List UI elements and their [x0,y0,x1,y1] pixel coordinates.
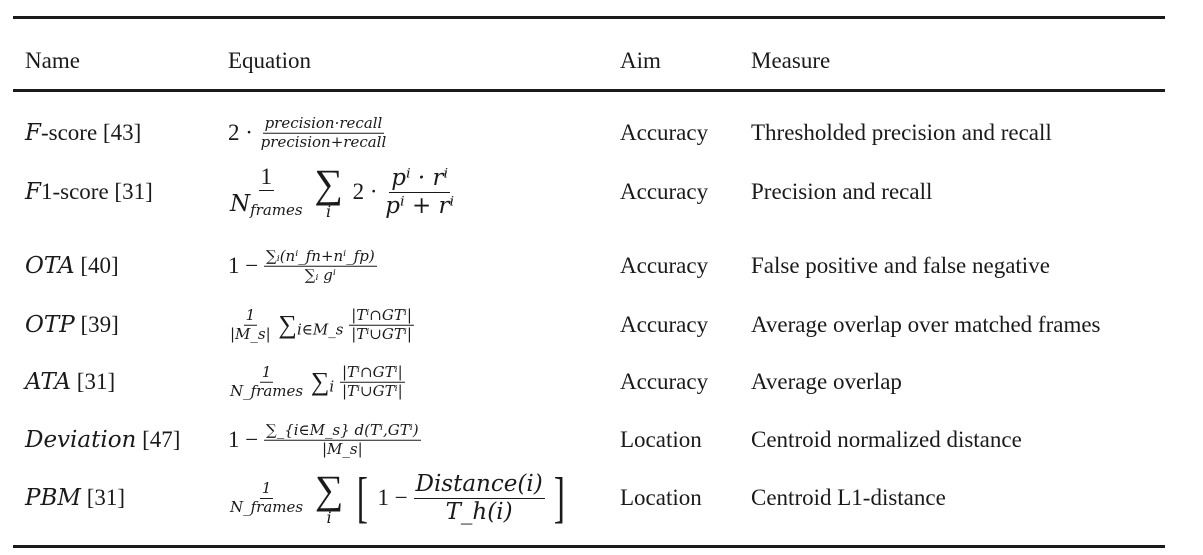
row-equation: 1 − ∑ᵢ(nⁱ_fn+nⁱ_fp) ∑ᵢ gⁱ [228,246,377,284]
row-measure: False positive and false negative [751,253,1050,278]
row-aim: Accuracy [620,369,709,394]
row-equation: 1 N_frames ∑ i [ 1 − Distance(i) T_h(i) ] [230,467,566,529]
header-measure: Measure [751,48,831,73]
row-equation: 1 N_frames ∑i |Tⁱ∩GTⁱ| |Tⁱ∪GTⁱ| [230,362,405,400]
header-name: Name [25,48,80,73]
row-measure: Average overlap over matched frames [751,312,1101,337]
row-name: F1-score [31] [25,179,153,205]
row-equation: 1 − ∑_{i∈M_s} d(Tⁱ,GTⁱ) |M_s| [228,420,421,458]
top-rule [13,16,1165,19]
row-measure: Average overlap [751,369,902,394]
row-name: PBM [31] [25,485,126,511]
row-aim: Accuracy [620,253,709,278]
row-measure: Precision and recall [751,179,933,204]
row-aim: Location [620,427,702,452]
row-name: Deviation [47] [25,427,181,453]
row-name: F-score [43] [25,120,142,146]
row-aim: Location [620,485,702,510]
row-equation: 2 · precision·recall precision+recall [228,113,387,151]
header-rule [13,89,1165,92]
row-aim: Accuracy [620,312,709,337]
row-name: OTP [39] [25,312,119,338]
row-equation: 1 |M_s| ∑i∈M_s |Tⁱ∩GTⁱ| |Tⁱ∪GTⁱ| [230,305,414,343]
bottom-rule [13,545,1165,548]
row-aim: Accuracy [620,120,709,145]
row-measure: Centroid L1-distance [751,485,946,510]
row-name: OTA [40] [25,253,119,279]
header-aim: Aim [620,48,661,73]
row-aim: Accuracy [620,179,709,204]
header-equation: Equation [228,48,312,73]
row-measure: Thresholded precision and recall [751,120,1052,145]
row-measure: Centroid normalized distance [751,427,1022,452]
row-equation: 1 Nframes ∑ i 2 · pⁱ · rⁱ pⁱ + rⁱ [230,161,455,221]
row-name: ATA [31] [25,369,116,395]
